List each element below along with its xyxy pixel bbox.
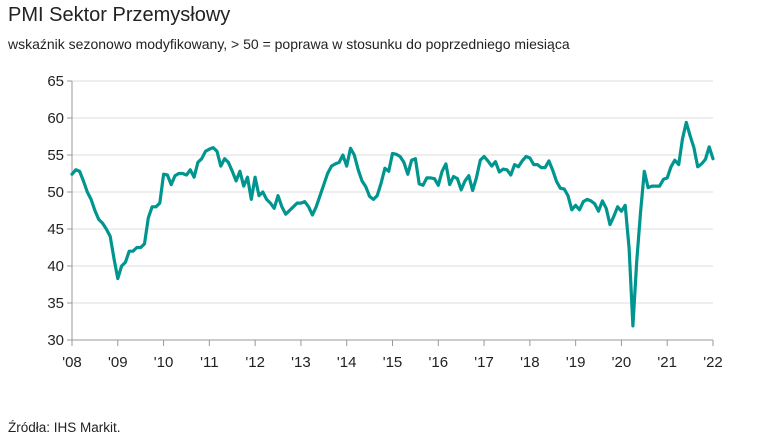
y-tick-label: 40 — [47, 258, 64, 275]
x-tick-label: '13 — [291, 354, 311, 371]
x-tick-label: '17 — [474, 354, 494, 371]
y-tick-label: 45 — [47, 221, 64, 238]
x-tick-label: '21 — [657, 354, 677, 371]
x-tick-label: '20 — [612, 354, 632, 371]
x-tick-label: '10 — [154, 354, 174, 371]
y-tick-label: 55 — [47, 147, 64, 164]
x-tick-label: '12 — [245, 354, 265, 371]
y-tick-label: 30 — [47, 332, 64, 349]
chart-subtitle: wskaźnik sezonowo modyfikowany, > 50 = p… — [8, 36, 570, 52]
x-tick-label: '11 — [200, 354, 218, 371]
y-tick-label: 35 — [47, 295, 64, 312]
y-tick-label: 65 — [47, 73, 64, 90]
x-tick-label: '15 — [383, 354, 403, 371]
chart-title: PMI Sektor Przemysłowy — [8, 4, 231, 26]
x-tick-label: '19 — [566, 354, 586, 371]
x-tick-label: '18 — [520, 354, 540, 371]
pmi-series-line — [70, 120, 715, 328]
chart-source: Źródła: IHS Markit. — [8, 420, 121, 435]
x-tick-label: '16 — [429, 354, 449, 371]
y-tick-label: 50 — [47, 184, 64, 201]
x-tick-label: '08 — [62, 354, 82, 371]
y-tick-label: 60 — [47, 110, 64, 127]
x-tick-label: '22 — [703, 354, 723, 371]
x-tick-label: '14 — [337, 354, 357, 371]
x-tick-label: '09 — [108, 354, 128, 371]
